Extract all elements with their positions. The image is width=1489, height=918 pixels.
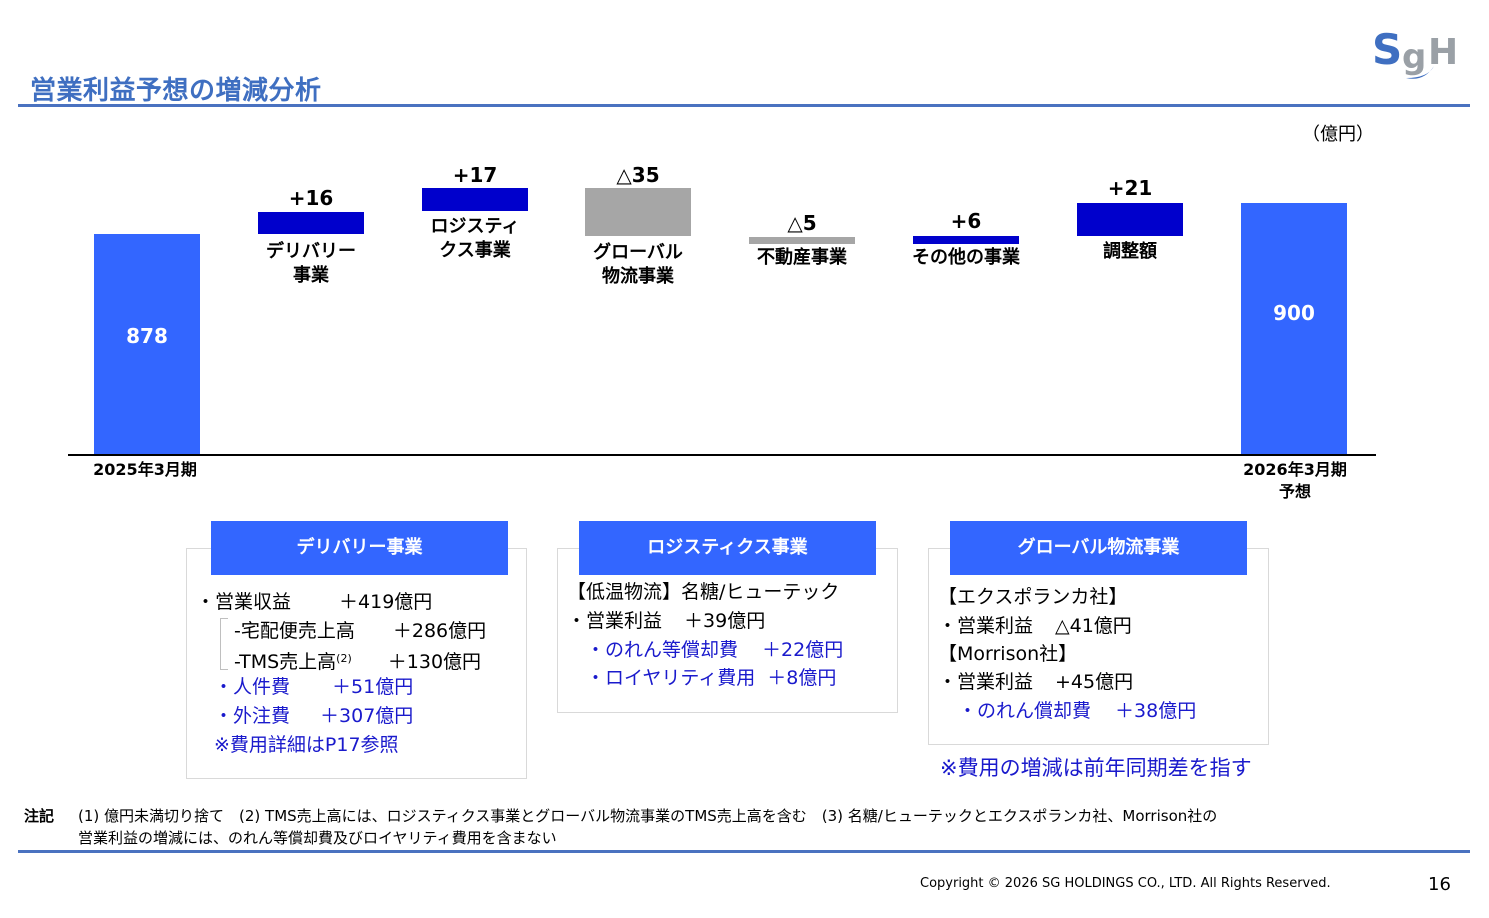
svg-text:S: S bbox=[1372, 25, 1402, 74]
delivery-line-reference: ※費用詳細はP17参照 bbox=[214, 734, 399, 756]
global-line-morrison: 【Morrison社】 bbox=[938, 643, 1078, 665]
delta-global: △35 bbox=[616, 163, 660, 187]
label-delivery: デリバリー 事業 bbox=[266, 241, 356, 286]
bar-other bbox=[913, 236, 1019, 244]
label-logistics: ロジスティ クス事業 bbox=[430, 216, 520, 261]
global-line-expolanka-profit: ・営業利益 △41億円 bbox=[938, 615, 1132, 637]
label-real-estate: 不動産事業 bbox=[757, 247, 847, 268]
footnote-label: 注記 bbox=[24, 807, 55, 825]
label-global: グローバル 物流事業 bbox=[593, 242, 683, 287]
svg-text:g: g bbox=[1402, 37, 1426, 77]
x-label-end: 2026年3月期 予想 bbox=[1243, 460, 1347, 501]
logistics-line-op-profit: ・営業利益 ＋39億円 bbox=[567, 610, 766, 632]
footer-divider bbox=[18, 850, 1470, 853]
bar-logistics bbox=[422, 188, 528, 211]
delta-delivery: +16 bbox=[288, 186, 334, 210]
logistics-line-royalty: ・ロイヤリティ費用 ＋8億円 bbox=[586, 667, 837, 689]
delivery-line-labor: ・人件費 ＋51億円 bbox=[214, 676, 414, 698]
revenue-breakdown-bracket bbox=[220, 618, 228, 670]
unit-label: （億円） bbox=[1302, 124, 1374, 145]
bar-delivery bbox=[258, 212, 364, 234]
bar-end-value: 900 bbox=[1273, 301, 1315, 325]
delta-adjustment: +21 bbox=[1107, 176, 1153, 200]
svg-text:H: H bbox=[1428, 32, 1458, 73]
delta-logistics: +17 bbox=[452, 163, 498, 187]
delivery-line-revenue: ・営業収益 ＋419億円 bbox=[196, 591, 433, 613]
x-label-start: 2025年3月期 bbox=[93, 460, 197, 479]
global-line-goodwill: ・のれん償却費 ＋38億円 bbox=[958, 700, 1197, 722]
label-other: その他の事業 bbox=[912, 247, 1020, 268]
bar-real-estate bbox=[749, 237, 855, 244]
bar-global bbox=[585, 188, 691, 236]
waterfall-chart: 878 +16 デリバリー 事業 +17 ロジスティ クス事業 △35 グローバ… bbox=[68, 163, 1376, 501]
sgh-logo-icon: S g H bbox=[1372, 25, 1458, 79]
bar-start-total: 878 bbox=[94, 234, 200, 454]
bar-start-value: 878 bbox=[126, 324, 168, 348]
title-divider bbox=[18, 104, 1470, 107]
logistics-line-segment: 【低温物流】名糖/ヒューテック bbox=[567, 581, 840, 603]
bar-adjustment bbox=[1077, 203, 1183, 236]
global-line-morrison-profit: ・営業利益 +45億円 bbox=[938, 671, 1134, 693]
delivery-line-parcel: -宅配便売上高 ＋286億円 bbox=[234, 620, 487, 642]
x-axis bbox=[68, 454, 1376, 456]
global-box-header: グローバル物流事業 bbox=[950, 521, 1247, 575]
copyright: Copyright © 2026 SG HOLDINGS CO., LTD. A… bbox=[920, 876, 1331, 891]
global-detail-box bbox=[928, 548, 1269, 745]
footnote-text: (1) 億円未満切り捨て (2) TMS売上高には、ロジスティクス事業とグローバ… bbox=[78, 807, 1218, 847]
delta-other: +6 bbox=[950, 209, 982, 233]
logistics-box-header: ロジスティクス事業 bbox=[579, 521, 876, 575]
global-line-expolanka: 【エクスポランカ社】 bbox=[938, 586, 1128, 608]
logistics-detail-box bbox=[557, 548, 898, 713]
cost-change-note: ※費用の増減は前年同期差を指す bbox=[940, 756, 1252, 780]
page-number: 16 bbox=[1428, 874, 1451, 895]
label-adjustment: 調整額 bbox=[1103, 241, 1157, 262]
delivery-line-tms: -TMS売上高(2) ＋130億円 bbox=[234, 651, 482, 673]
logistics-line-goodwill: ・のれん等償却費 ＋22億円 bbox=[586, 639, 844, 661]
bar-end-total: 900 bbox=[1241, 203, 1347, 454]
delivery-detail-box bbox=[186, 548, 527, 779]
page-title: 営業利益予想の増減分析 bbox=[30, 76, 322, 106]
delivery-box-header: デリバリー事業 bbox=[211, 521, 508, 575]
delta-real-estate: △5 bbox=[787, 211, 817, 235]
delivery-line-outsourcing: ・外注費 ＋307億円 bbox=[214, 705, 414, 727]
